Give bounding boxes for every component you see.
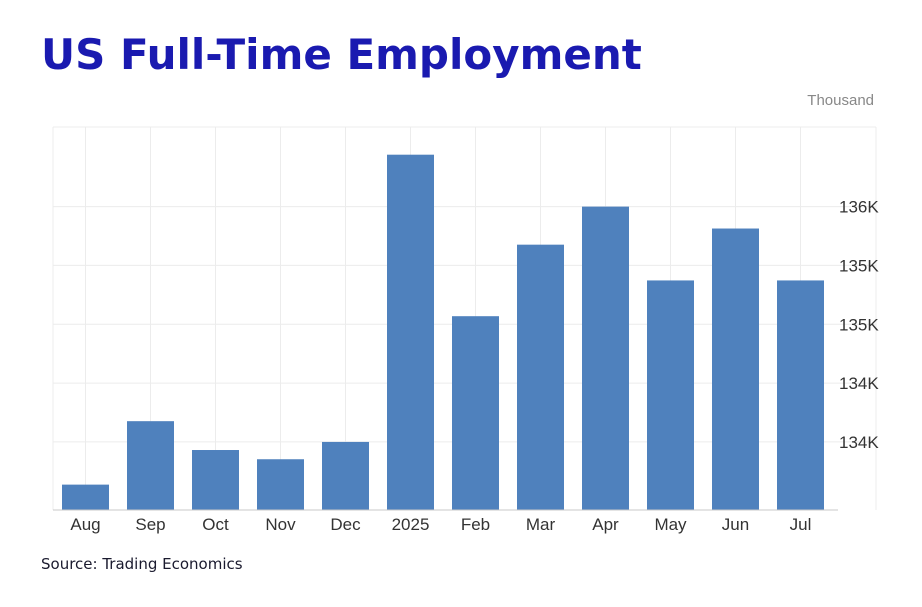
bars xyxy=(62,154,824,510)
source-note: Source: Trading Economics xyxy=(41,555,243,573)
bar xyxy=(712,228,759,510)
x-tick-label: 2025 xyxy=(392,515,430,534)
x-tick-label: Mar xyxy=(526,515,556,534)
x-tick-label: Sep xyxy=(135,515,165,534)
x-tick-label: Apr xyxy=(592,515,619,534)
unit-label: Thousand xyxy=(807,92,874,109)
bar xyxy=(517,244,564,510)
x-tick-label: May xyxy=(654,515,687,534)
bar xyxy=(62,484,109,510)
x-tick-label: Oct xyxy=(202,515,229,534)
bar xyxy=(777,280,824,510)
bar xyxy=(452,316,499,510)
bar xyxy=(387,154,434,510)
y-tick-label: 134K xyxy=(839,433,879,452)
x-tick-label: Jun xyxy=(722,515,749,534)
bar xyxy=(192,450,239,510)
bar xyxy=(647,280,694,510)
x-tick-label: Feb xyxy=(461,515,490,534)
bar xyxy=(127,421,174,510)
chart-title: US Full-Time Employment xyxy=(41,30,642,79)
bar xyxy=(322,441,369,510)
x-tick-label: Aug xyxy=(70,515,100,534)
x-tick-label: Dec xyxy=(330,515,361,534)
y-tick-label: 136K xyxy=(839,198,879,217)
x-tick-label: Nov xyxy=(265,515,296,534)
y-tick-label: 134K xyxy=(839,374,879,393)
y-tick-label: 135K xyxy=(839,315,879,334)
y-tick-label: 135K xyxy=(839,256,879,275)
bar xyxy=(582,206,629,510)
x-tick-label: Jul xyxy=(790,515,812,534)
bar xyxy=(257,459,304,510)
tick-labels: 134K 134K 135K 135K 136K Aug Sep Oct Nov Dec 2025 F… xyxy=(70,198,879,534)
